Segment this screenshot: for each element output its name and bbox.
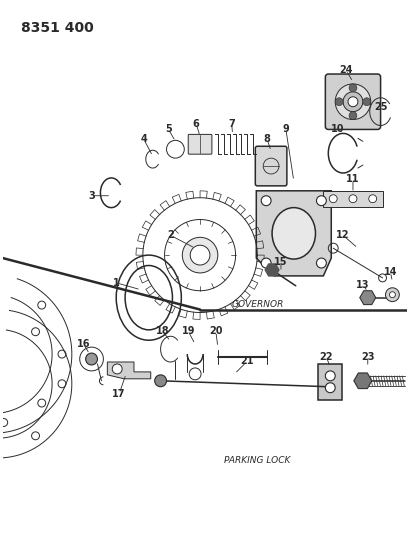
Circle shape (328, 195, 336, 203)
Text: 25: 25 (373, 102, 387, 112)
Polygon shape (353, 373, 371, 389)
Polygon shape (107, 362, 151, 379)
Circle shape (348, 195, 356, 203)
Polygon shape (265, 264, 278, 276)
Text: 19: 19 (181, 326, 195, 336)
Circle shape (335, 98, 342, 106)
Circle shape (335, 84, 370, 119)
Text: PARKING LOCK: PARKING LOCK (224, 456, 290, 465)
Ellipse shape (272, 208, 315, 259)
Circle shape (261, 258, 270, 268)
Circle shape (112, 364, 122, 374)
Circle shape (316, 196, 326, 206)
Text: 18: 18 (155, 326, 169, 336)
Text: 14: 14 (383, 267, 396, 277)
Text: 24: 24 (339, 65, 352, 75)
Text: 16: 16 (77, 339, 90, 349)
Text: 20: 20 (209, 326, 222, 336)
Circle shape (182, 237, 217, 273)
Text: 10: 10 (330, 124, 344, 134)
Circle shape (347, 97, 357, 107)
Circle shape (316, 258, 326, 268)
Text: GOVERNOR: GOVERNOR (231, 300, 283, 309)
Circle shape (348, 84, 356, 92)
Text: 12: 12 (335, 230, 349, 240)
Polygon shape (323, 191, 382, 207)
Circle shape (261, 196, 270, 206)
Circle shape (368, 195, 376, 203)
Circle shape (85, 353, 97, 365)
Text: 15: 15 (274, 257, 287, 267)
FancyBboxPatch shape (325, 74, 380, 130)
Circle shape (342, 92, 362, 111)
Text: 8: 8 (263, 134, 270, 144)
Text: 13: 13 (355, 280, 369, 290)
FancyBboxPatch shape (255, 146, 286, 186)
Text: 1: 1 (112, 278, 119, 288)
Text: 11: 11 (345, 174, 359, 184)
Circle shape (190, 245, 209, 265)
Text: 7: 7 (228, 118, 234, 128)
Circle shape (362, 98, 370, 106)
Polygon shape (318, 364, 341, 400)
Text: 8351 400: 8351 400 (20, 21, 93, 35)
Text: 22: 22 (319, 352, 332, 362)
Text: 3: 3 (88, 191, 95, 201)
FancyBboxPatch shape (188, 134, 211, 154)
Polygon shape (256, 191, 330, 276)
Text: 2: 2 (167, 230, 173, 240)
Circle shape (384, 288, 398, 302)
Text: 21: 21 (240, 356, 254, 366)
Text: 17: 17 (112, 389, 126, 399)
Text: 4: 4 (140, 134, 147, 144)
Polygon shape (359, 291, 375, 304)
Text: 9: 9 (282, 124, 289, 134)
Circle shape (154, 375, 166, 387)
Circle shape (325, 371, 335, 381)
Circle shape (389, 292, 394, 297)
Circle shape (325, 383, 335, 393)
Text: 6: 6 (192, 118, 199, 128)
Circle shape (348, 111, 356, 119)
Text: 5: 5 (165, 124, 171, 134)
Text: 23: 23 (360, 352, 373, 362)
